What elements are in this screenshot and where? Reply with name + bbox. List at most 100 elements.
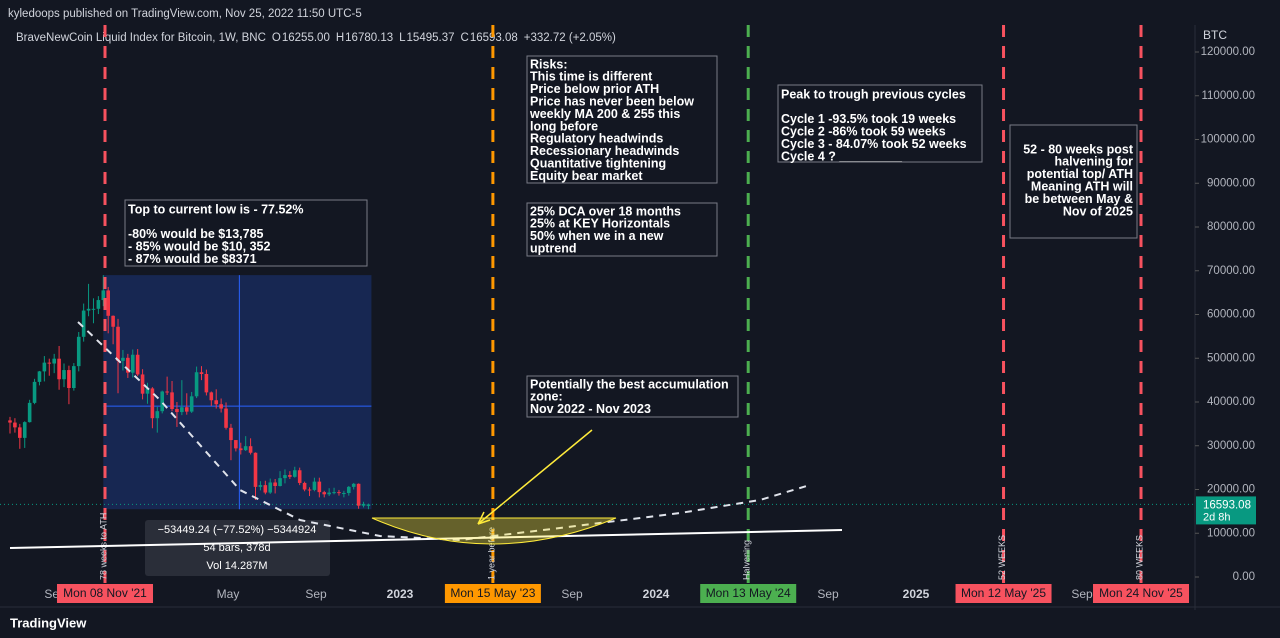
marker-note: 1 year before bbox=[486, 527, 496, 580]
x-tick-label: May bbox=[217, 587, 240, 601]
measure-text: Vol 14.287M bbox=[206, 560, 267, 572]
candle-body bbox=[72, 366, 76, 388]
candle-body bbox=[337, 492, 341, 494]
candle-body bbox=[366, 504, 371, 506]
y-tick-label: 10000.00 bbox=[1207, 527, 1255, 539]
annotation-line: Price has never been below bbox=[530, 94, 694, 108]
legend-text: BraveNewCoin Liquid Index for Bitcoin, 1… bbox=[16, 32, 266, 44]
price-tag-value: 16593.08 bbox=[1203, 499, 1251, 511]
annotation-line: uptrend bbox=[530, 241, 577, 255]
y-tick-label: 100000.00 bbox=[1201, 134, 1255, 146]
candle-body bbox=[86, 308, 91, 311]
candle-body bbox=[278, 478, 282, 486]
support-line bbox=[9, 529, 843, 549]
annotation-line: Meaning ATH will bbox=[1031, 179, 1133, 193]
candle-body bbox=[356, 483, 361, 506]
candle-body bbox=[76, 336, 81, 367]
price-tag-countdown: 2d 8h bbox=[1203, 511, 1231, 523]
x-tick-label: 2025 bbox=[903, 587, 930, 601]
candle-body bbox=[288, 475, 292, 477]
annotation-line: Cycle 1 -93.5% took 19 weeks bbox=[781, 112, 956, 126]
marker-label-box bbox=[955, 584, 1052, 603]
candle-body bbox=[199, 372, 204, 374]
candle-body bbox=[204, 374, 209, 393]
y-tick-label: 0.00 bbox=[1233, 571, 1255, 583]
candle-body bbox=[96, 300, 101, 309]
candle-body bbox=[214, 400, 219, 405]
candle-body bbox=[111, 315, 115, 327]
candle-body bbox=[253, 452, 258, 487]
marker-label-box bbox=[57, 584, 153, 603]
annotation-line: Price below prior ATH bbox=[530, 82, 659, 96]
measure-text: −53449.24 (−77.52%) −5344924 bbox=[158, 524, 317, 536]
candle-body bbox=[81, 310, 86, 337]
annotation-box bbox=[526, 202, 718, 257]
candle-body bbox=[22, 422, 27, 438]
candle-body bbox=[346, 486, 351, 493]
annotation-line: Peak to trough previous cycles bbox=[781, 87, 966, 101]
annotation-line: weekly MA 200 & 255 this bbox=[529, 107, 680, 121]
candle-body bbox=[101, 290, 106, 301]
y-tick-label: 40000.00 bbox=[1207, 396, 1255, 408]
candle-body bbox=[361, 503, 366, 506]
candle-body bbox=[342, 493, 346, 494]
candle-body bbox=[317, 481, 322, 493]
candle-body bbox=[126, 357, 130, 373]
candle-body bbox=[170, 392, 174, 409]
y-tick-label: 80000.00 bbox=[1207, 221, 1255, 233]
y-tick-label: 90000.00 bbox=[1207, 177, 1255, 189]
legend-text: 15495.37 bbox=[407, 32, 455, 44]
candle-body bbox=[57, 358, 61, 380]
candle-body bbox=[165, 391, 169, 393]
candle-body bbox=[37, 371, 42, 382]
annotation-line: potential top/ ATH bbox=[1027, 167, 1133, 181]
candle-body bbox=[13, 422, 17, 428]
candle-body bbox=[258, 485, 263, 487]
annotation-line: long before bbox=[530, 119, 598, 133]
candle-body bbox=[302, 482, 307, 490]
marker-label-box bbox=[444, 584, 541, 603]
legend-text: 16593.08 bbox=[470, 32, 518, 44]
candle-body bbox=[307, 489, 312, 491]
marker-label-box bbox=[1093, 584, 1190, 603]
y-tick-label: 20000.00 bbox=[1207, 484, 1255, 496]
candle-body bbox=[243, 446, 248, 451]
annotation-line: 25% at KEY Horizontals bbox=[530, 217, 670, 231]
x-tick-label: 2024 bbox=[643, 587, 670, 601]
y-tick-label: 60000.00 bbox=[1207, 309, 1255, 321]
legend-text: O bbox=[272, 32, 281, 44]
marker-label: Mon 15 May '23 bbox=[450, 586, 535, 600]
candle-body bbox=[327, 492, 331, 495]
candle-body bbox=[62, 370, 66, 380]
candle-body bbox=[351, 483, 356, 487]
marker-label-box bbox=[700, 584, 797, 603]
legend-text: C bbox=[461, 32, 469, 44]
x-tick-label: 2023 bbox=[387, 587, 414, 601]
y-tick-label: 120000.00 bbox=[1201, 46, 1255, 58]
marker-note: 52 WEEKS bbox=[997, 535, 1007, 580]
candle-body bbox=[332, 492, 336, 494]
annotation-line: Cycle 4 ? _________ bbox=[781, 149, 903, 163]
y-tick-label: 50000.00 bbox=[1207, 352, 1255, 364]
candle-body bbox=[229, 427, 233, 441]
annotation-line: Potentially the best accumulation bbox=[530, 377, 729, 391]
candle-body bbox=[219, 404, 223, 409]
y-tick-label: 110000.00 bbox=[1201, 90, 1255, 102]
accumulation-arc bbox=[371, 517, 617, 545]
candle-body bbox=[175, 409, 179, 413]
annotation-line: halvening for bbox=[1055, 155, 1134, 169]
candle-body bbox=[224, 408, 228, 428]
candle-body bbox=[283, 475, 287, 479]
candle-body bbox=[248, 446, 253, 453]
candle-body bbox=[297, 470, 302, 483]
annotation-line: zone: bbox=[530, 390, 563, 404]
candle-body bbox=[312, 481, 317, 490]
publisher: kyledoops published on TradingView.com, … bbox=[8, 8, 362, 20]
candle-body bbox=[273, 482, 277, 486]
marker-note: 80 WEEKS bbox=[1134, 535, 1144, 580]
x-tick-label: Sep bbox=[1071, 587, 1093, 601]
candle-body bbox=[106, 290, 110, 316]
candle-body bbox=[32, 381, 37, 403]
candle-body bbox=[52, 358, 56, 364]
legend-text: L bbox=[399, 32, 406, 44]
